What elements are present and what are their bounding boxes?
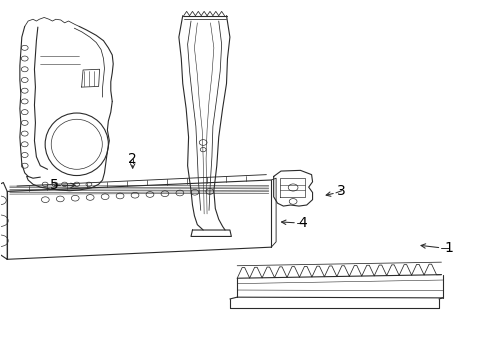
Text: 2: 2 xyxy=(128,152,137,166)
Text: 3: 3 xyxy=(337,184,346,198)
Text: 4: 4 xyxy=(298,216,306,230)
Text: 1: 1 xyxy=(444,241,452,255)
Text: 5: 5 xyxy=(49,178,58,192)
